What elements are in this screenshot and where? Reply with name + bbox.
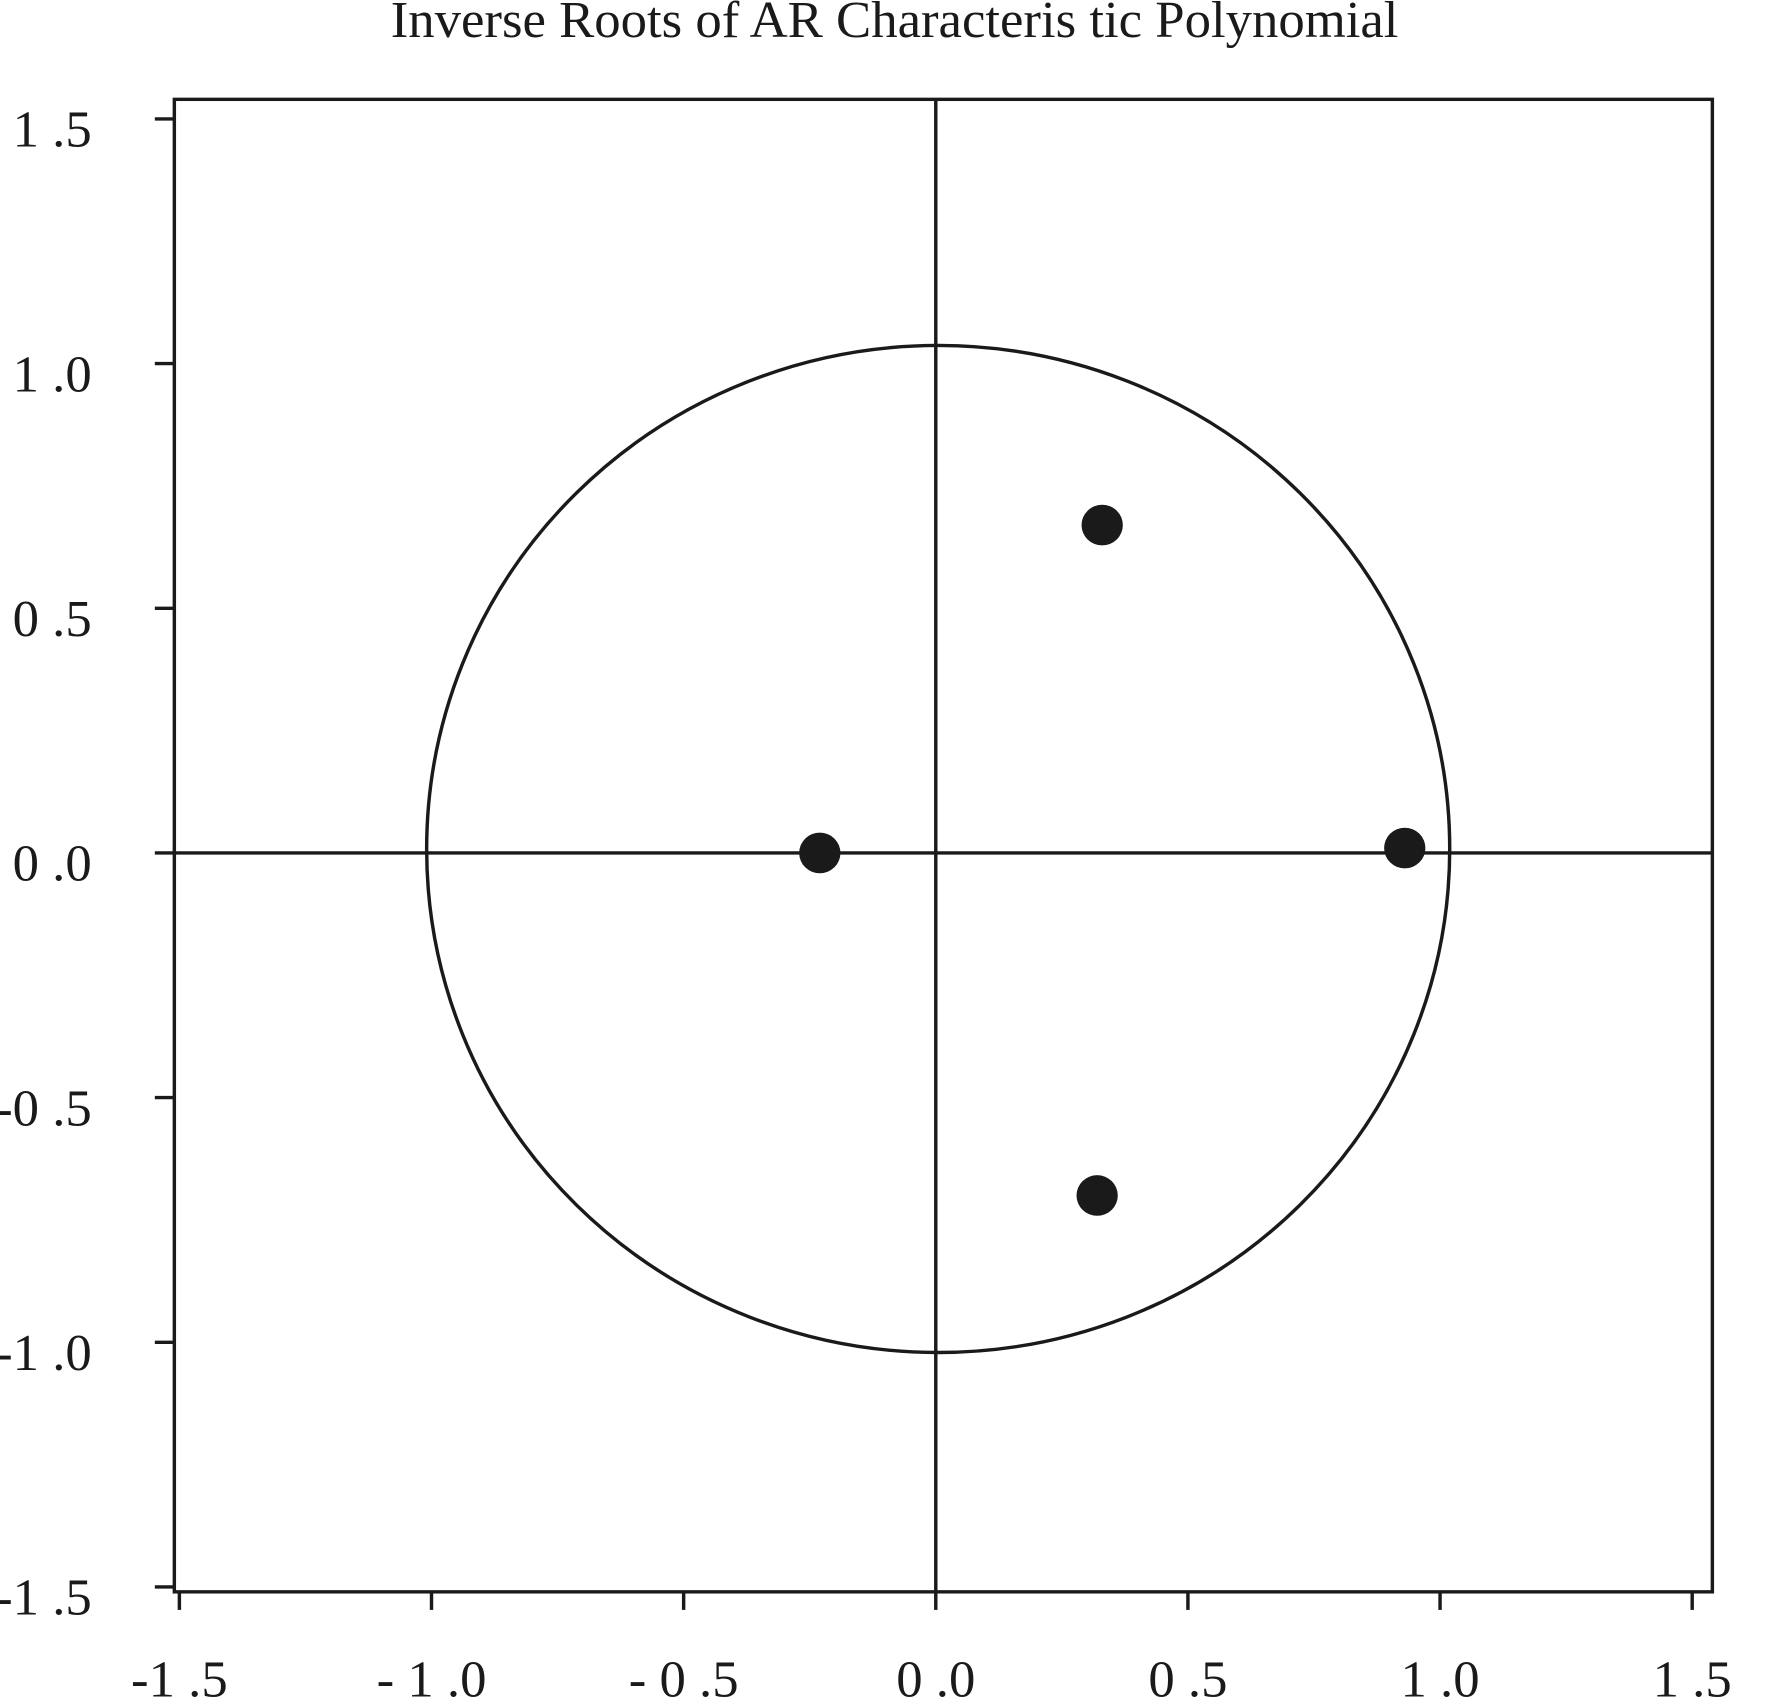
x-tick-label: 1 .0 <box>1400 1651 1479 1707</box>
y-tick-label: -0 .5 <box>0 1080 92 1138</box>
y-tick-label: 0 .5 <box>13 590 92 648</box>
x-tick-label: 0 .5 <box>1148 1651 1227 1707</box>
y-tick-label: 0 .0 <box>13 835 92 893</box>
y-tick-label: -1 .0 <box>0 1324 92 1382</box>
x-tick-label: 0 .0 <box>896 1651 975 1707</box>
y-tick-label: -1 .5 <box>0 1569 92 1627</box>
x-tick-label: - 1 .0 <box>377 1651 487 1707</box>
root-point <box>799 832 841 874</box>
y-tick-label: 1 .0 <box>13 346 92 404</box>
root-point <box>1076 1175 1118 1216</box>
x-tick-label: - 0 .5 <box>629 1651 739 1707</box>
x-tick-label: 1 .5 <box>1653 1651 1732 1707</box>
plot-frame <box>172 97 1715 1594</box>
root-point <box>1081 504 1123 546</box>
y-tick-label: 1 .5 <box>13 101 92 159</box>
root-point <box>1384 827 1426 869</box>
x-tick-label: -1 .5 <box>131 1651 228 1707</box>
unit-circle <box>424 343 1452 1355</box>
chart-title: Inverse Roots of AR Characteris tic Poly… <box>391 0 1399 49</box>
